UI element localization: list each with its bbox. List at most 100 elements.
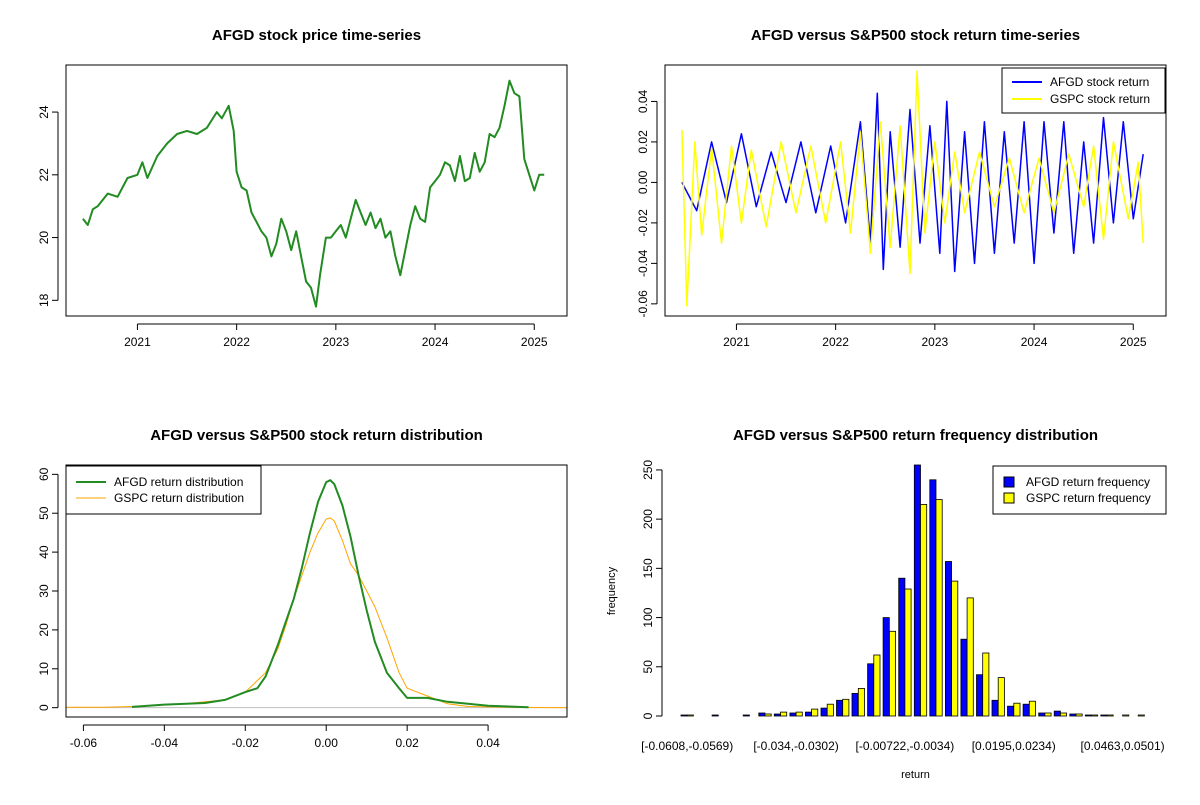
frequency-bar-afgd <box>1100 714 1108 717</box>
frequency-bar-gspc <box>1060 712 1068 717</box>
density-legend-box <box>65 465 262 515</box>
frequency-bar-gspc <box>966 597 974 717</box>
density-y-tick-label: 40 <box>37 545 51 559</box>
frequency-bar-afgd <box>711 714 719 717</box>
returns-y-tick-label: -0.04 <box>636 249 650 277</box>
density-x-tick-label: -0.02 <box>232 736 260 750</box>
density-chart: AFGD versus S&P500 stock return distribu… <box>37 427 568 750</box>
returns-y-tick-label: 0.04 <box>636 89 650 113</box>
frequency-bar-gspc <box>764 713 772 717</box>
frequency-bar-gspc <box>1091 714 1099 717</box>
frequency-bar-afgd <box>820 707 828 717</box>
frequency-bar-gspc <box>795 711 803 717</box>
frequency-bar-gspc <box>780 711 788 717</box>
returns-x-tick-label: 2022 <box>822 335 849 349</box>
density-y-tick-label: 0 <box>37 704 51 711</box>
returns-x-tick-label: 2024 <box>1021 335 1048 349</box>
frequency-legend-label: GSPC return frequency <box>1026 491 1151 505</box>
frequency-y-tick-label: 100 <box>641 607 655 627</box>
frequency-bar-gspc <box>982 652 990 717</box>
frequency-bar-gspc <box>686 714 694 717</box>
frequency-bar-afgd <box>882 617 890 717</box>
density-legend: AFGD return distribution GSPC return dist… <box>65 465 262 515</box>
returns-series-line-afgd <box>681 92 1144 273</box>
frequency-bar-gspc <box>826 703 834 717</box>
price-series-line <box>82 79 545 308</box>
frequency-bar-gspc <box>997 677 1005 717</box>
price-y-tick-label: 18 <box>37 293 51 307</box>
frequency-bar-gspc <box>1106 714 1114 717</box>
frequency-bar-afgd <box>1084 714 1092 717</box>
returns-chart: AFGD versus S&P500 stock return time-ser… <box>636 27 1167 349</box>
frequency-bar-afgd <box>960 638 968 717</box>
returns-x-tick-label: 2023 <box>921 335 948 349</box>
frequency-y-tick-label: 0 <box>641 712 655 719</box>
frequency-bar-gspc <box>1122 714 1130 717</box>
density-legend-label: AFGD return distribution <box>114 475 243 489</box>
frequency-bar-gspc <box>1075 713 1083 717</box>
density-y-tick-label: 50 <box>37 506 51 520</box>
frequency-bar-gspc <box>935 499 943 717</box>
frequency-bar-afgd <box>758 712 766 717</box>
frequency-bar-afgd <box>991 699 999 717</box>
density-y-tick-label: 10 <box>37 662 51 676</box>
returns-legend-label: AFGD stock return <box>1050 75 1149 89</box>
returns-x-tick-label: 2021 <box>723 335 750 349</box>
frequency-bar-gspc <box>1028 700 1036 717</box>
frequency-legend: AFGD return frequency GSPC return frequen… <box>992 465 1167 515</box>
frequency-legend-label: AFGD return frequency <box>1026 475 1150 489</box>
frequency-bar-afgd <box>742 714 750 717</box>
density-x-tick-label: -0.06 <box>70 736 98 750</box>
frequency-bar-gspc <box>842 698 850 717</box>
frequency-bar-gspc <box>889 630 897 717</box>
returns-legend: AFGD stock return GSPC stock return <box>1001 67 1166 114</box>
price-x-tick-label: 2022 <box>223 335 250 349</box>
price-x-tick-label: 2021 <box>124 335 151 349</box>
frequency-y-tick-label: 150 <box>641 558 655 578</box>
frequency-y-axis-title: frequency <box>606 566 618 615</box>
price-title: AFGD stock price time-series <box>212 27 421 44</box>
price-y-tick-label: 20 <box>37 231 51 245</box>
density-y-tick-label: 60 <box>37 467 51 481</box>
returns-title: AFGD versus S&P500 stock return time-ser… <box>751 27 1080 44</box>
frequency-bar-gspc <box>1044 712 1052 717</box>
price-x-tick-label: 2025 <box>521 335 548 349</box>
frequency-bar-afgd <box>1053 710 1061 717</box>
frequency-bar-gspc <box>1137 714 1145 717</box>
frequency-legend-swatch <box>1003 476 1015 488</box>
frequency-bar-gspc <box>904 588 912 717</box>
density-x-tick-label: -0.04 <box>151 736 179 750</box>
density-series-line-afgd <box>131 479 529 709</box>
frequency-bar-afgd <box>867 663 875 717</box>
price-y-tick-label: 24 <box>37 105 51 119</box>
frequency-bar-afgd <box>913 464 921 717</box>
price-y-tick-label: 22 <box>37 168 51 182</box>
price-x-tick-label: 2023 <box>322 335 349 349</box>
frequency-y-tick-label: 250 <box>641 460 655 480</box>
frequency-bar-gspc <box>920 503 928 717</box>
frequency-bar-afgd <box>898 577 906 717</box>
frequency-bar-afgd <box>680 714 688 717</box>
frequency-chart: AFGD versus S&P500 return frequency dist… <box>606 427 1167 781</box>
returns-x-tick-label: 2025 <box>1120 335 1147 349</box>
frequency-bar-gspc <box>1013 702 1021 717</box>
frequency-bar-afgd <box>929 479 937 717</box>
frequency-bar-afgd <box>851 693 859 717</box>
frequency-x-axis-title: return <box>901 769 930 781</box>
frequency-x-tick-label: [-0.00722,-0.0034) <box>856 739 955 753</box>
frequency-bar-afgd <box>836 699 844 717</box>
frequency-legend-swatch <box>1003 492 1015 504</box>
density-x-tick-label: 0.04 <box>476 736 500 750</box>
density-plot-frame <box>65 464 568 718</box>
frequency-y-tick-label: 200 <box>641 509 655 529</box>
frequency-bar-afgd <box>789 712 797 717</box>
returns-legend-label: GSPC stock return <box>1050 92 1150 106</box>
frequency-bar-afgd <box>1007 705 1015 717</box>
frequency-bar-afgd <box>945 561 953 717</box>
density-y-tick-label: 30 <box>37 584 51 598</box>
frequency-legend-box <box>992 465 1167 515</box>
density-series-line-gspc <box>66 517 568 709</box>
price-plot-frame <box>65 64 568 317</box>
